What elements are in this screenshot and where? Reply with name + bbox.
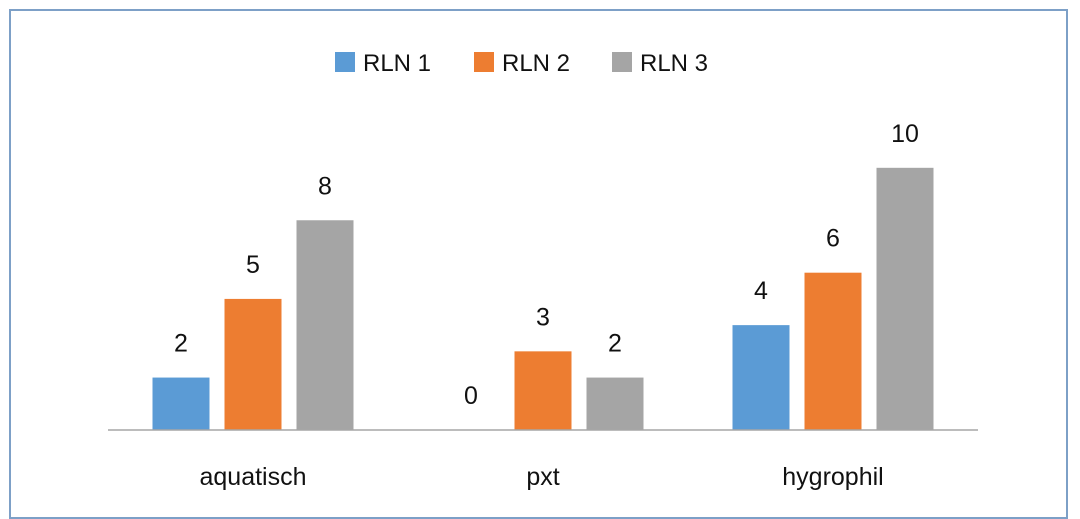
data-labels: 2 5 8 0 3 2 4 6 10	[174, 120, 919, 410]
data-label: 2	[608, 330, 622, 358]
bar-rln-2-aquatisch	[224, 298, 282, 430]
data-label: 3	[536, 303, 550, 331]
data-label: 5	[246, 251, 260, 279]
legend-label: RLN 3	[640, 50, 708, 77]
data-label: 2	[174, 330, 188, 358]
data-label: 4	[754, 277, 768, 305]
bar-rln-3-pxt	[586, 377, 644, 430]
data-label: 10	[891, 120, 919, 148]
legend-label: RLN 2	[502, 50, 570, 77]
category-labels: aquatisch pxt hygrophil	[199, 463, 883, 491]
legend-swatch	[612, 52, 632, 72]
bars	[152, 167, 934, 430]
category-label: pxt	[526, 463, 559, 491]
data-label: 8	[318, 172, 332, 200]
legend-label: RLN 1	[363, 50, 431, 77]
legend-swatch	[474, 52, 494, 72]
bar-rln-1-hygrophil	[732, 325, 790, 430]
bar-chart: RLN 1 RLN 2 RLN 3 2 5 8 0 3 2 4 6 10 aquatisch pxt h…	[108, 50, 978, 491]
category-label: hygrophil	[782, 463, 883, 491]
bar-rln-2-hygrophil	[804, 272, 862, 430]
data-label: 0	[464, 382, 478, 410]
legend-swatch	[335, 52, 355, 72]
category-label: aquatisch	[199, 463, 306, 491]
bar-rln-2-pxt	[514, 351, 572, 430]
bar-rln-1-aquatisch	[152, 377, 210, 430]
data-label: 6	[826, 225, 840, 253]
bar-rln-3-aquatisch	[296, 220, 354, 430]
bar-rln-3-hygrophil	[876, 167, 934, 430]
legend: RLN 1 RLN 2 RLN 3	[335, 50, 708, 77]
